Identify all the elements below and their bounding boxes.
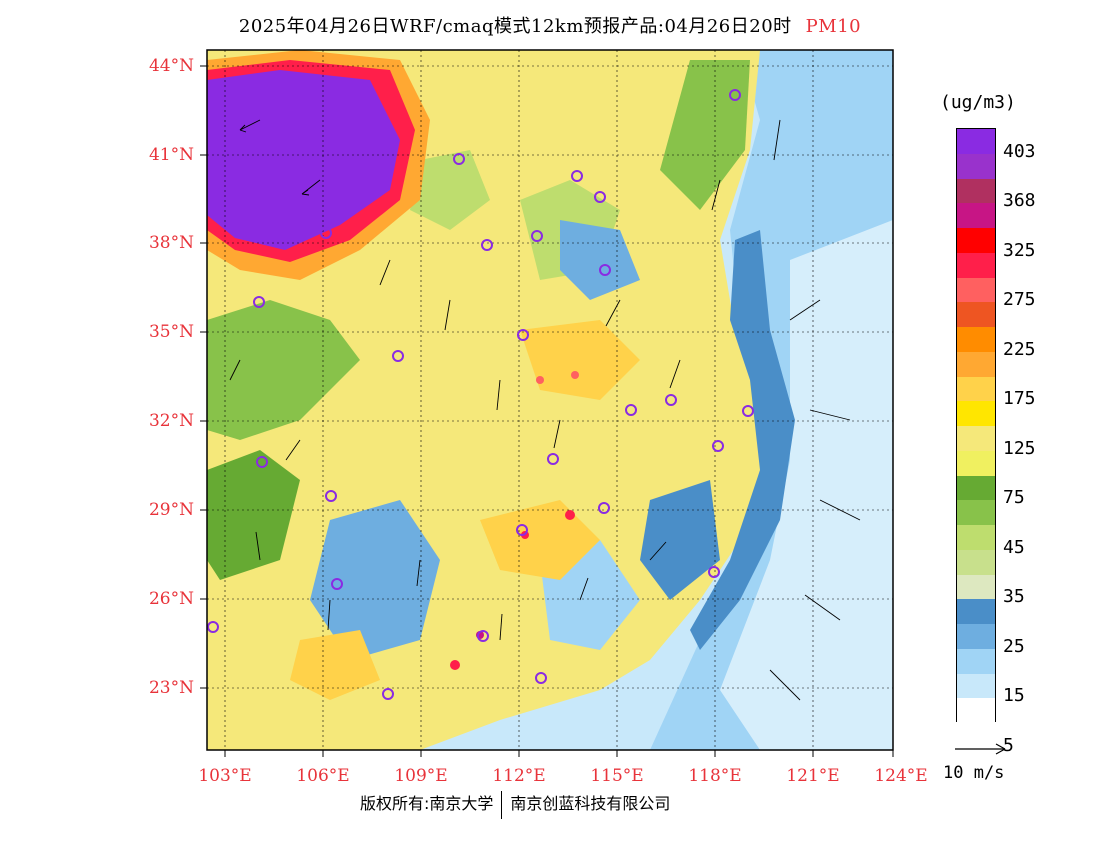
colorbar-swatch [957,401,995,427]
lat-label-32: 32°N [148,411,194,431]
colorbar-label: 175 [1003,388,1036,410]
colorbar-swatch [957,574,995,600]
colorbar-swatch [957,178,995,204]
copyright-left: 版权所有:南京大学 [360,794,494,813]
colorbar-swatch [957,500,995,526]
lat-label-35: 35°N [148,322,194,342]
colorbar-swatch [957,376,995,402]
axis-ticks [200,65,894,757]
units-label: (ug/m3) [940,92,1016,113]
colorbar-swatch [957,599,995,625]
colorbar-label: 25 [1003,635,1025,657]
city-markers [207,89,754,700]
colorbar-swatch [957,129,995,155]
lon-label-109: 109°E [394,766,448,786]
colorbar-swatch [957,302,995,328]
colorbar [956,128,996,724]
colorbar-label: 125 [1003,437,1036,459]
lon-label-121: 121°E [786,766,840,786]
colorbar-label: 325 [1003,239,1036,261]
lat-label-23: 23°N [148,678,194,698]
colorbar-swatch [957,228,995,254]
map-field [207,50,893,750]
wind-key-arrow [955,743,1006,755]
lat-label-41: 41°N [148,145,194,165]
colorbar-swatch [957,153,995,179]
colorbar-swatch [957,698,995,724]
lat-label-29: 29°N [148,500,194,520]
lon-label-112: 112°E [492,766,546,786]
colorbar-label: 403 [1003,140,1036,162]
lat-label-38: 38°N [148,233,194,253]
colorbar-swatch [957,351,995,377]
lon-label-103: 103°E [198,766,252,786]
wind-vectors [229,119,861,701]
lon-label-118: 118°E [688,766,742,786]
colorbar-label: 5 [1003,734,1014,756]
colorbar-swatch [957,549,995,575]
variable-label: PM10 [805,16,862,37]
colorbar-swatch [957,203,995,229]
colorbar-swatch [957,277,995,303]
colorbar-swatch [957,475,995,501]
colorbar-swatch [957,624,995,650]
colorbar-swatch [957,525,995,551]
lat-label-26: 26°N [148,589,194,609]
copyright-right: 南京创蓝科技有限公司 [510,794,671,813]
colorbar-swatch [957,327,995,353]
lat-label-44: 44°N [148,56,194,76]
colorbar-swatch [957,673,995,699]
grid-lines [207,50,893,750]
copyright-divider [501,790,503,819]
title-text: 2025年04月26日WRF/cmaq模式12km预报产品:04月26日20时 [238,16,792,37]
colorbar-label: 75 [1003,487,1025,509]
map-frame [206,49,894,751]
colorbar-label: 35 [1003,586,1025,608]
lon-label-124: 124°E [874,766,928,786]
colorbar-swatch [957,252,995,278]
colorbar-swatch [957,426,995,452]
colorbar-swatch [957,648,995,674]
colorbar-label: 225 [1003,338,1036,360]
colorbar-label: 45 [1003,536,1025,558]
copyright: 版权所有:南京大学 南京创蓝科技有限公司 [360,790,670,819]
map-title: 2025年04月26日WRF/cmaq模式12km预报产品:04月26日20时 P… [0,12,1100,38]
lon-label-115: 115°E [590,766,644,786]
colorbar-label: 368 [1003,190,1036,212]
colorbar-label: 15 [1003,685,1025,707]
wind-key-label: 10 m/s [943,763,1005,783]
colorbar-swatch [957,450,995,476]
colorbar-label: 275 [1003,289,1036,311]
lon-label-106: 106°E [296,766,350,786]
